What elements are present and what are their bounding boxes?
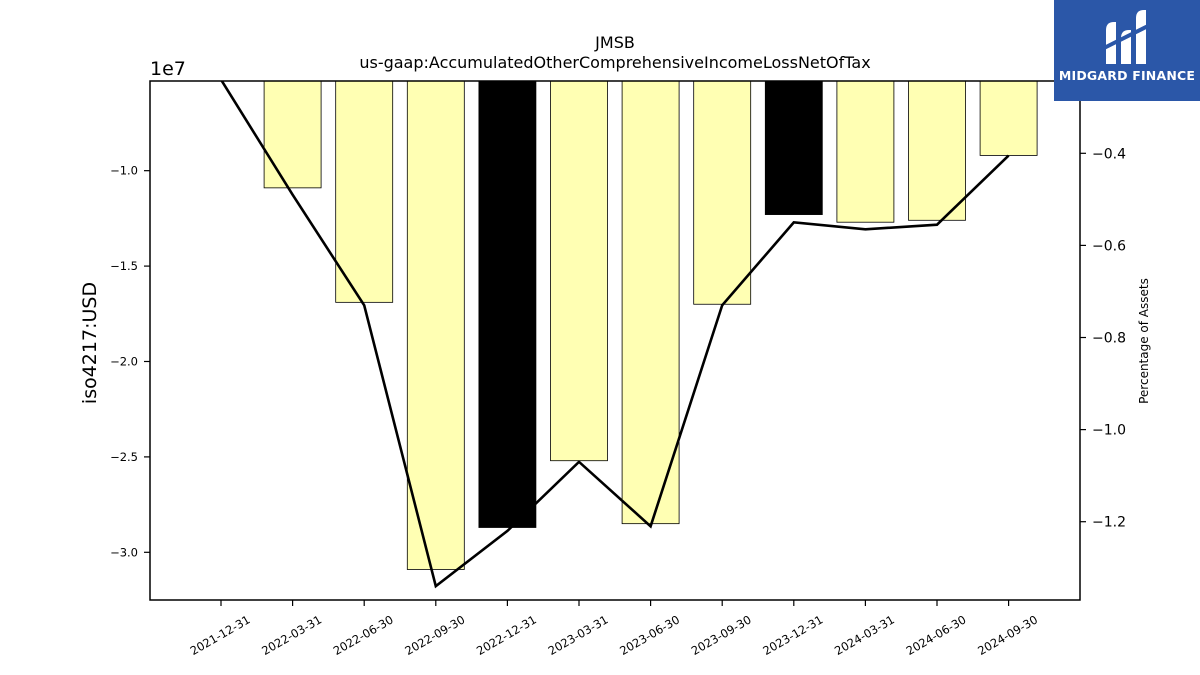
bar-2023-06-30	[621, 80, 680, 525]
bar-2024-06-30	[908, 80, 966, 221]
y-tick-label: −1.0	[110, 164, 138, 178]
y-axis-left: −1.0 −1.5 −2.0 −2.5 −3.0	[110, 164, 150, 559]
y-offset-label: 1e7	[150, 58, 186, 80]
midgard-logo-icon	[1103, 10, 1149, 64]
x-axis: 2021-12-31 2022-03-31 2022-06-30 2022-09-30…	[188, 600, 1040, 658]
y2-tick-label: −0.4	[1092, 146, 1126, 162]
bar-2024-09-30	[979, 80, 1038, 156]
x-tick-label: 2022-09-30	[402, 612, 467, 658]
y-axis-label: iso4217:USD	[79, 282, 101, 404]
y-tick-label: −2.5	[110, 450, 138, 464]
y2-tick-label: −1.2	[1092, 515, 1126, 531]
y2-tick-label: −0.6	[1092, 238, 1126, 254]
bar-2022-12-31	[478, 80, 537, 528]
y-axis-right: −0.4 −0.6 −0.8 −1.0 −1.2	[1080, 146, 1126, 531]
bar-2024-03-31	[836, 80, 895, 223]
x-tick-label: 2024-09-30	[975, 612, 1040, 658]
x-tick-label: 2023-12-31	[760, 612, 825, 658]
plot-frame	[149, 80, 1081, 601]
x-tick-label: 2024-03-31	[832, 612, 897, 658]
x-tick-label: 2021-12-31	[188, 612, 253, 658]
y-tick-label: −2.0	[110, 354, 138, 368]
y2-tick-label: −0.8	[1092, 331, 1126, 347]
bar-series	[263, 80, 1038, 570]
bar-2023-12-31	[764, 80, 823, 215]
chart-subtitle: us-gaap:AccumulatedOtherComprehensiveInc…	[359, 53, 870, 72]
logo-text: MIDGARD FINANCE	[1058, 68, 1196, 83]
x-tick-label: 2023-09-30	[689, 612, 754, 658]
bar-2022-03-31	[263, 80, 322, 189]
x-tick-label: 2024-06-30	[904, 612, 969, 658]
y-tick-label: −1.5	[110, 259, 138, 273]
x-tick-label: 2022-12-31	[474, 612, 539, 658]
bar-2022-06-30	[335, 80, 394, 303]
y2-tick-label: −1.0	[1092, 423, 1126, 439]
midgard-finance-logo: MIDGARD FINANCE	[1054, 0, 1200, 101]
x-tick-label: 2022-06-30	[331, 612, 396, 658]
percentage-line	[220, 81, 1010, 589]
bar-2023-03-31	[550, 80, 608, 462]
bar-2022-09-30	[406, 80, 465, 570]
x-tick-label: 2023-03-31	[546, 612, 611, 658]
line-series	[220, 81, 1010, 589]
x-tick-label: 2022-03-31	[259, 612, 324, 658]
bar-2023-09-30	[693, 80, 752, 305]
chart-title: JMSB	[594, 33, 635, 52]
y-tick-label: −3.0	[110, 545, 138, 559]
x-tick-label: 2023-06-30	[617, 612, 682, 658]
y2-axis-label: Percentage of Assets	[1137, 278, 1151, 404]
